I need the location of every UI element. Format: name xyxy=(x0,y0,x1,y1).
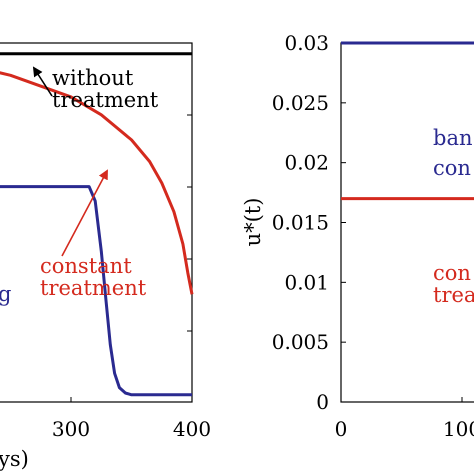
left-series xyxy=(0,52,194,397)
left-xtick-label: 400 xyxy=(173,417,211,441)
left-plot: 300 400 ys) without treatment constant t… xyxy=(0,42,211,471)
right-ytick-label: 0.025 xyxy=(272,91,329,115)
right-series xyxy=(341,41,474,201)
right-plot-frame xyxy=(340,42,474,403)
series-line-1 xyxy=(0,71,194,295)
black-arrow xyxy=(32,66,53,97)
right-yticks: 0 0.005 0.01 0.015 0.02 0.025 0.03 xyxy=(272,31,346,414)
annotation-constant-treatment: constant treatment xyxy=(40,254,147,300)
right-ytick-label: 0.005 xyxy=(272,330,329,354)
annotation-line: constant xyxy=(40,254,132,278)
annotation-line: treatment xyxy=(52,88,159,112)
annotation-blue-fragment: g xyxy=(0,282,11,306)
right-ytick-label: 0 xyxy=(316,390,329,414)
right-ylabel: u*(t) xyxy=(241,198,265,247)
left-xlabel: ys) xyxy=(0,447,29,471)
annotation-red-right: con trea xyxy=(433,261,474,307)
annotation-line: without xyxy=(52,66,134,90)
annotation-line: ban xyxy=(433,126,473,150)
left-xtick-label: 300 xyxy=(52,417,90,441)
annotation-line: con xyxy=(433,261,471,285)
annotation-line: treatment xyxy=(40,276,147,300)
left-plot-frame xyxy=(0,42,193,403)
right-ytick-label: 0.03 xyxy=(284,31,329,55)
right-ytick-label: 0.01 xyxy=(284,270,329,294)
annotation-without-treatment: without treatment xyxy=(52,66,159,112)
right-ytick-label: 0.02 xyxy=(284,151,329,175)
red-arrow xyxy=(61,169,108,257)
right-xtick-label: 0 xyxy=(335,417,348,441)
right-xtick-label: 100 xyxy=(443,417,474,441)
right-plot: 0 0.005 0.01 0.015 0.02 0.025 0.03 0 100 u*(t)… xyxy=(241,31,474,441)
annotation-blue-right: ban con xyxy=(433,126,474,180)
series-line-2 xyxy=(0,185,192,397)
left-ytick-marks xyxy=(70,42,192,402)
right-ytick-label: 0.015 xyxy=(272,211,329,235)
annotation-line: con xyxy=(433,156,471,180)
annotation-line: trea xyxy=(433,283,474,307)
